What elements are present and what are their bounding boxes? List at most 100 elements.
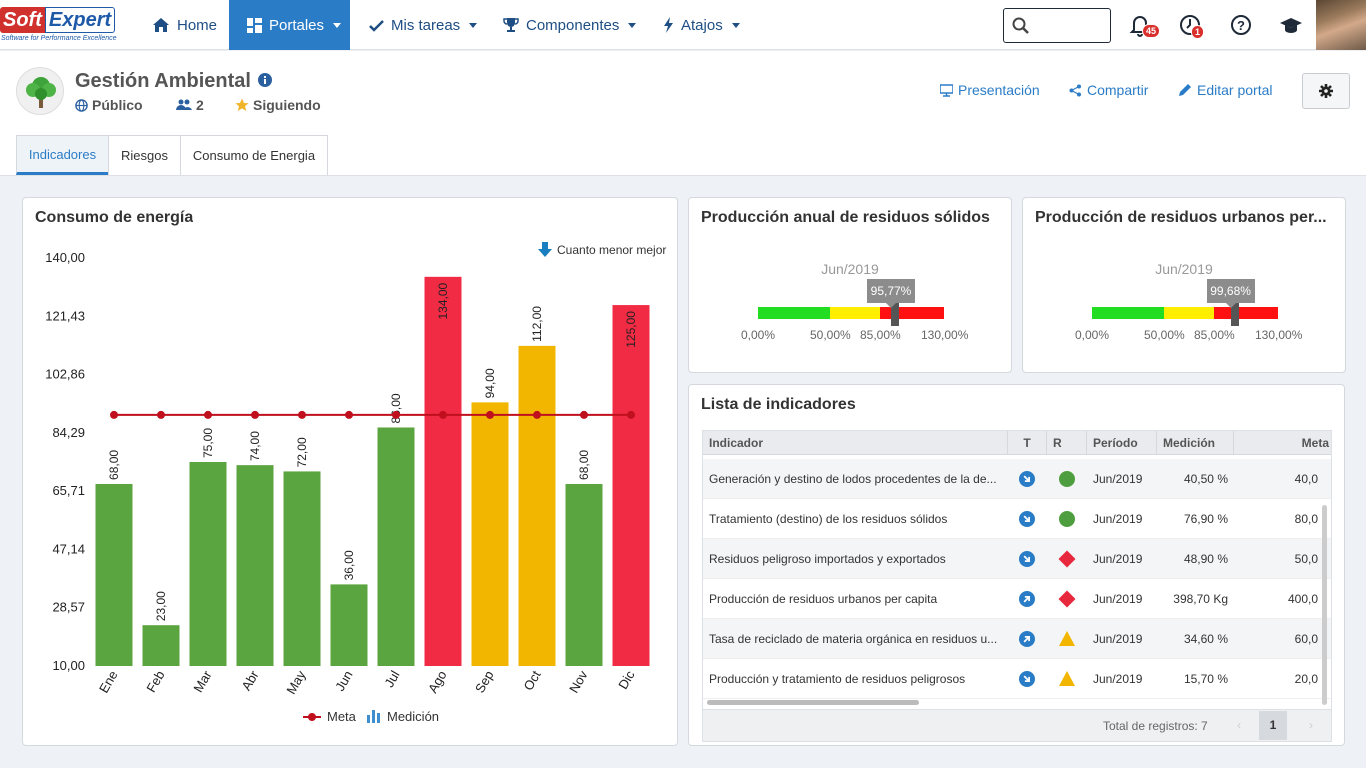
learning-button[interactable] <box>1279 13 1303 37</box>
col-medicion[interactable]: Medición <box>1157 431 1234 455</box>
softexpert-logo[interactable]: Soft Expert Software for Performance Exc… <box>0 6 132 46</box>
col-r[interactable]: R <box>1047 431 1087 455</box>
tab-indicadores-label: Indicadores <box>28 146 97 162</box>
user-avatar[interactable] <box>1316 0 1366 50</box>
col-meta[interactable]: Meta <box>1301 436 1329 450</box>
tab-indicadores[interactable]: Indicadores <box>16 135 109 175</box>
presentation-button[interactable]: Presentación <box>940 82 1040 98</box>
visibility-indicator: Público <box>75 97 143 113</box>
members-indicator[interactable]: 2 <box>176 97 204 113</box>
graduation-cap-icon <box>1280 18 1302 33</box>
info-icon[interactable] <box>258 73 272 87</box>
indicator-name[interactable]: Generación y destino de lodos procedente… <box>709 472 997 486</box>
following-label: Siguiendo <box>253 97 321 113</box>
y-tick-label: 102,86 <box>45 367 85 382</box>
meta-point <box>298 410 306 419</box>
bar <box>471 402 509 666</box>
col-periodo[interactable]: Período <box>1087 431 1157 455</box>
table-row[interactable]: Tratamiento (destino) de los residuos só… <box>703 499 1331 539</box>
status-red-icon <box>1058 579 1078 619</box>
status-green-icon <box>1058 459 1078 499</box>
indicator-name[interactable]: Tratamiento (destino) de los residuos só… <box>709 512 948 526</box>
legend-medicion[interactable]: Medición <box>367 709 439 724</box>
alerts-button[interactable]: 1 <box>1178 13 1205 39</box>
trend-up-icon <box>1019 579 1035 619</box>
indicator-name[interactable]: Residuos peligroso importados y exportad… <box>709 552 946 566</box>
tab-consumo-energia-label: Consumo de Energia <box>192 148 316 163</box>
gauge1-title: Producción anual de residuos sólidos <box>701 209 990 226</box>
bar <box>424 276 462 666</box>
dashboard-icon <box>247 17 262 33</box>
x-tick-label: Jul <box>381 668 402 690</box>
indicator-name[interactable]: Producción y tratamiento de residuos pel… <box>709 672 966 686</box>
nav-home[interactable]: Home <box>152 0 226 50</box>
vertical-scrollbar[interactable] <box>1322 505 1327 705</box>
edit-portal-button[interactable]: Editar portal <box>1178 82 1272 98</box>
table-row[interactable]: Producción y tratamiento de residuos pel… <box>703 659 1331 699</box>
nav-atajos[interactable]: Atajos <box>663 0 740 50</box>
horizontal-scrollbar[interactable] <box>707 700 919 705</box>
bar <box>377 427 415 666</box>
table-row[interactable]: Producción de residuos urbanos per capit… <box>703 579 1331 619</box>
globe-icon <box>75 98 88 112</box>
indicator-list-card: Lista de indicadores Indicador T R Perío… <box>688 384 1345 746</box>
y-tick-label: 65,71 <box>52 483 85 498</box>
next-page-button[interactable]: › <box>1309 718 1313 732</box>
meta-point <box>345 410 353 419</box>
trend-down-icon <box>1019 459 1035 499</box>
nav-mis-tareas-label: Mis tareas <box>391 16 461 34</box>
gauge2-tick: 130,00% <box>1255 328 1303 342</box>
chart-hint: Cuanto menor mejor <box>537 242 666 258</box>
bar <box>95 483 133 666</box>
nav-componentes[interactable]: Componentes <box>503 0 637 50</box>
logo-tagline: Software for Performance Excellence <box>1 35 117 42</box>
gauge1-value: 95,77% <box>867 279 916 308</box>
page-title: Gestión Ambiental <box>75 70 251 92</box>
nav-portales[interactable]: Portales <box>229 0 350 50</box>
notifications-badge: 45 <box>1142 24 1161 38</box>
data-label: 36,00 <box>342 550 356 580</box>
bar <box>189 462 227 666</box>
visibility-label: Público <box>92 97 143 113</box>
page-number-button[interactable]: 1 <box>1259 711 1287 740</box>
meta-cell: 40,0 <box>1294 472 1318 486</box>
table-row[interactable]: Tasa de reciclado de materia orgánica en… <box>703 619 1331 659</box>
search-box[interactable] <box>1003 8 1111 43</box>
medicion-cell: 48,90 % <box>1183 552 1228 566</box>
logo-expert: Expert <box>44 7 116 33</box>
logo-soft: Soft <box>0 7 45 33</box>
share-button[interactable]: Compartir <box>1069 82 1148 98</box>
bar <box>518 345 556 666</box>
following-toggle[interactable]: Siguiendo <box>235 97 321 113</box>
x-tick-label: Nov <box>566 668 591 696</box>
gauge2-red-band <box>1214 307 1278 319</box>
notifications-button[interactable]: 45 <box>1128 13 1161 38</box>
tab-riesgos-label: Riesgos <box>121 148 168 163</box>
nav-atajos-label: Atajos <box>681 16 723 34</box>
data-label: 134,00 <box>436 283 450 320</box>
col-t[interactable]: T <box>1008 431 1047 455</box>
search-input[interactable] <box>1034 15 1106 37</box>
gauge1-tick: 50,00% <box>810 328 851 342</box>
legend-meta[interactable]: Meta <box>303 709 356 724</box>
tab-riesgos[interactable]: Riesgos <box>108 135 181 175</box>
indicator-table: Indicador T R Período Medición Meta Gene… <box>702 430 1332 742</box>
indicator-name[interactable]: Producción de residuos urbanos per capit… <box>709 592 938 606</box>
table-row[interactable]: Residuos peligroso importados y exportad… <box>703 539 1331 579</box>
chevron-down-icon <box>731 22 740 28</box>
data-label: 86,00 <box>389 393 403 423</box>
indicator-name[interactable]: Tasa de reciclado de materia orgánica en… <box>709 632 998 646</box>
data-label: 23,00 <box>154 591 168 621</box>
x-tick-label: May <box>283 668 309 697</box>
gauge2-needle <box>1230 302 1239 326</box>
bar <box>565 483 603 666</box>
bar <box>142 625 180 666</box>
prev-page-button[interactable]: ‹ <box>1237 718 1241 732</box>
help-button[interactable]: ? <box>1229 13 1253 37</box>
settings-button[interactable] <box>1302 73 1350 109</box>
nav-mis-tareas[interactable]: Mis tareas <box>369 0 478 50</box>
medicion-cell: 76,90 % <box>1183 512 1228 526</box>
col-indicador[interactable]: Indicador <box>703 431 1008 455</box>
table-row[interactable]: Generación y destino de lodos procedente… <box>703 459 1331 499</box>
tab-consumo-energia[interactable]: Consumo de Energia <box>180 135 328 175</box>
